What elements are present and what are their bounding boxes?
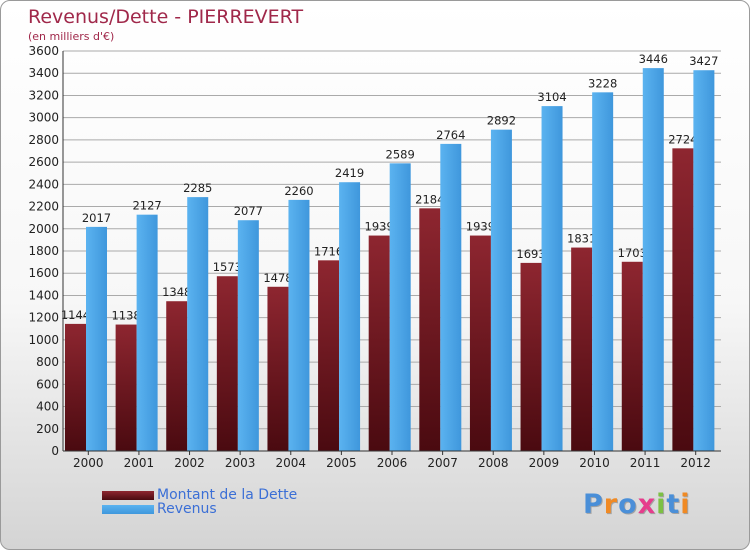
x-tick-label: 2008 [478,456,509,470]
x-tick-label: 2000 [73,456,104,470]
bars: 1144 2017 1138 2127 1348 2285 1573 2077 1478 2260… [61,52,719,452]
bar-dette [621,261,643,451]
data-label-dette: 1703 [618,246,647,260]
bar-revenus [237,220,259,451]
legend-item-dette: Montant de la Dette [102,487,297,503]
data-label-dette: 1478 [263,271,292,285]
legend-item-revenus: Revenus [102,501,217,517]
data-label-revenus: 3228 [588,76,617,90]
x-tick-label: 2007 [427,456,458,470]
bar-revenus [288,199,310,451]
data-label-revenus: 2892 [487,114,516,128]
data-label-revenus: 2260 [284,184,313,198]
y-tick-label: 1200 [28,311,59,325]
bar-dette [318,260,340,451]
data-label-revenus: 2017 [82,211,111,225]
y-tick-label: 3200 [28,88,59,102]
data-label-dette: 1573 [213,260,242,274]
y-tick-label: 2600 [28,155,59,169]
bar-dette [672,148,694,452]
y-tick-label: 600 [36,377,59,391]
x-tick-label: 2001 [124,456,155,470]
bar-revenus [339,182,361,451]
y-tick-label: 2200 [28,200,59,214]
data-label-dette: 1939 [365,220,394,234]
data-label-dette: 1831 [567,232,596,246]
chart-subtitle: (en milliers d'€) [28,30,115,43]
bar-revenus [136,214,158,451]
bar-dette [216,276,238,451]
y-tick-label: 800 [36,355,59,369]
data-label-revenus: 2419 [335,166,364,180]
x-tick-label: 2002 [174,456,205,470]
x-tick-label: 2011 [630,456,661,470]
bar-dette [469,235,491,451]
data-label-revenus: 2764 [436,128,465,142]
data-label-dette: 1348 [162,285,191,299]
data-label-dette: 1693 [516,247,545,261]
y-tick-label: 3400 [28,66,59,80]
bar-revenus [592,92,614,451]
x-tick-label: 2012 [680,456,711,470]
x-tick-label: 2010 [579,456,610,470]
bar-revenus [642,68,664,451]
y-tick-label: 0 [51,444,59,458]
bar-dette [419,208,441,451]
bar-dette [65,323,86,451]
legend-label-revenus: Revenus [157,501,217,517]
y-tick-label: 1600 [28,266,59,280]
data-label-dette: 1144 [61,308,90,322]
bar-revenus [389,163,411,452]
data-label-revenus: 2127 [132,199,161,213]
proxiti-logo: Proxiti [583,489,691,520]
data-label-revenus: 3104 [537,90,566,104]
data-label-dette: 1138 [111,309,140,323]
y-tick-label: 3600 [28,44,59,58]
legend-swatch-dette [102,490,154,500]
y-tick-label: 1400 [28,288,59,302]
bar-dette [115,324,137,451]
y-tick-label: 1000 [28,333,59,347]
data-label-revenus: 3427 [689,54,718,68]
y-tick-label: 2800 [28,133,59,147]
y-tick-label: 400 [36,400,59,414]
y-tick-label: 2400 [28,177,59,191]
x-tick-label: 2005 [326,456,357,470]
bar-revenus [187,197,209,451]
y-tick-label: 3000 [28,111,59,125]
data-label-revenus: 2589 [386,147,415,161]
bar-dette [166,301,188,451]
bar-revenus [490,129,512,451]
y-tick-label: 1800 [28,244,59,258]
bar-revenus [440,143,462,451]
x-tick-label: 2003 [225,456,256,470]
bar-dette [267,286,289,451]
axes: 0 200 400 600 800 1000 1200 1400 1600 1800 2000 220… [28,44,721,470]
x-tick-label: 2006 [377,456,408,470]
bar-revenus [541,106,563,451]
data-label-dette: 2184 [415,192,444,206]
data-label-revenus: 2077 [234,204,263,218]
data-label-revenus: 3446 [639,52,668,66]
bar-dette [368,235,390,451]
x-tick-label: 2004 [275,456,306,470]
bar-revenus [86,226,107,451]
legend-label-dette: Montant de la Dette [157,487,298,503]
data-label-revenus: 2285 [183,181,212,195]
data-label-dette: 1939 [466,220,495,234]
data-label-dette: 2724 [668,132,697,146]
y-tick-label: 200 [36,422,59,436]
bar-dette [571,247,593,451]
x-tick-label: 2009 [529,456,560,470]
bar-revenus [693,70,715,451]
data-label-dette: 1716 [314,244,343,258]
bar-dette [520,262,542,451]
y-tick-label: 2000 [28,222,59,236]
legend-swatch-revenus [102,504,154,514]
chart-title: Revenus/Dette - PIERREVERT [28,6,304,28]
